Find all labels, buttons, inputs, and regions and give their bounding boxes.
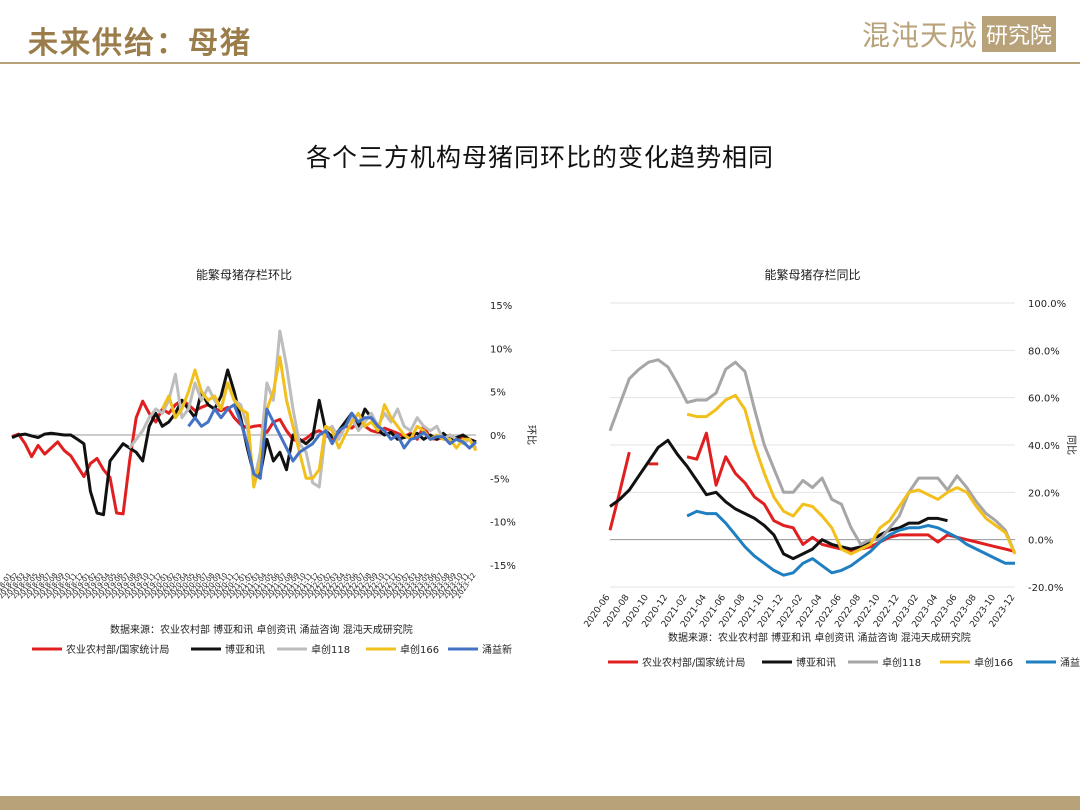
legend-label: 博亚和讯 xyxy=(225,643,265,656)
legend-label: 涌益新 xyxy=(482,643,512,656)
sow-inventory-mom-chart: 能繁母猪存栏环比15%10%5%0%-5%-10%-15%环比2018-0120… xyxy=(0,267,537,656)
slide-title: 各个三方机构母猪同环比的变化趋势相同 xyxy=(305,143,774,172)
y-tick-label: 0% xyxy=(490,431,506,442)
series-line xyxy=(686,393,1017,556)
chart-title: 能繁母猪存栏同比 xyxy=(764,267,860,282)
y-tick-label: 20.0% xyxy=(1028,488,1060,499)
legend-label: 卓创118 xyxy=(311,643,350,656)
series-4 xyxy=(160,355,478,489)
y-tick-label: -20.0% xyxy=(1028,583,1063,594)
y-tick-label: 15% xyxy=(490,301,512,312)
y-tick-label: 40.0% xyxy=(1028,441,1060,452)
source-note: 数据来源：农业农村部 博亚和讯 卓创资讯 涌益咨询 混沌天成研究院 xyxy=(110,623,413,636)
series-line xyxy=(608,451,631,531)
header-divider xyxy=(0,62,1080,64)
legend-label: 卓创166 xyxy=(400,643,439,656)
y-axis-label: 同比 xyxy=(1065,435,1077,455)
series-line xyxy=(609,438,948,561)
series-3 xyxy=(128,329,478,489)
y-tick-label: 10% xyxy=(490,344,512,355)
y-tick-label: 60.0% xyxy=(1028,394,1060,405)
series-line xyxy=(160,355,478,489)
series-5 xyxy=(187,403,478,480)
y-tick-label: -15% xyxy=(490,561,516,572)
legend-label: 涌益新 xyxy=(1060,656,1080,669)
y-tick-label: 80.0% xyxy=(1028,346,1060,357)
y-tick-label: 100.0% xyxy=(1028,299,1066,310)
chart-title: 能繁母猪存栏环比 xyxy=(196,267,292,282)
brand-logo: 混沌天成 研究院 xyxy=(862,14,1056,54)
y-tick-label: 5% xyxy=(490,388,506,399)
legend-label: 博亚和讯 xyxy=(796,656,836,669)
series-line xyxy=(187,403,478,480)
y-axis-label: 环比 xyxy=(525,425,537,445)
sow-inventory-yoy-chart: 能繁母猪存栏同比 100.0% 80.0% 60.0% 40.0% 20.0% 0.0% -2… xyxy=(583,267,1080,669)
legend-label: 卓创118 xyxy=(882,656,921,669)
series-2 xyxy=(11,368,477,517)
series-line xyxy=(686,509,1015,577)
series-2 xyxy=(609,438,948,561)
y-tick-label: 0.0% xyxy=(1028,536,1053,547)
legend-label: 卓创166 xyxy=(974,656,1013,669)
series-line xyxy=(11,368,477,517)
series-4 xyxy=(686,393,1017,556)
header-title: 未来供给：母猪 xyxy=(28,26,252,61)
footer-bar xyxy=(0,796,1080,810)
logo-text: 混沌天成 xyxy=(861,19,978,52)
series-5 xyxy=(686,509,1015,577)
series-3 xyxy=(608,358,1017,555)
series-line xyxy=(128,329,478,489)
source-note: 数据来源：农业农村部 博亚和讯 卓创资讯 涌益咨询 混沌天成研究院 xyxy=(668,631,971,644)
legend-label: 农业农村部/国家统计局 xyxy=(66,643,169,656)
series-line xyxy=(608,358,1017,555)
legend-label: 农业农村部/国家统计局 xyxy=(642,656,745,669)
y-tick-label: -10% xyxy=(490,518,516,529)
logo-stamp: 研究院 xyxy=(981,16,1056,52)
y-tick-label: -5% xyxy=(490,474,509,485)
